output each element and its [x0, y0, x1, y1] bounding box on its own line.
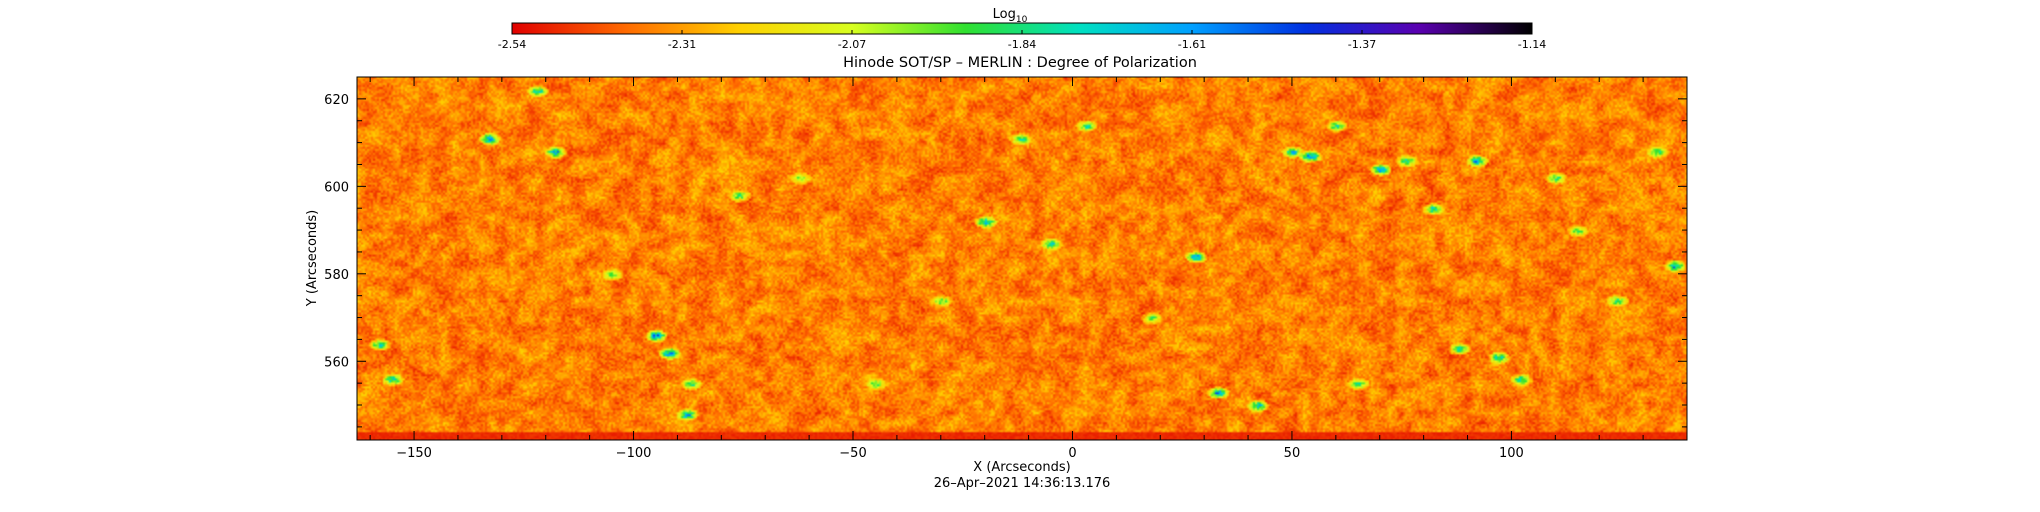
- colorbar: Log10 -2.54 -2.31 -2.07 -1.84 -1.61 -1.37 -1.1…: [498, 7, 1546, 51]
- y-tick-label: 580: [324, 268, 349, 283]
- polarization-map: −150 −100 −50 0 50 100 560 580 600 620: [324, 76, 1688, 461]
- plot-frame: [356, 76, 1688, 441]
- y-tick-label: 600: [324, 180, 349, 195]
- x-tick-label: −100: [616, 446, 652, 461]
- x-tick-label: 0: [1068, 446, 1076, 461]
- y-tick-label: 620: [324, 93, 349, 108]
- colorbar-tick-label: -2.31: [668, 38, 696, 51]
- y-tick-label: 560: [324, 355, 349, 370]
- colorbar-tick-label: -1.61: [1178, 38, 1206, 51]
- x-tick-label: −50: [839, 446, 866, 461]
- colorbar-tick-label: -1.84: [1008, 38, 1036, 51]
- timestamp: 26–Apr–2021 14:36:13.176: [934, 476, 1111, 491]
- polarization-heatmap: [357, 77, 1687, 440]
- colorbar-label-subscript: 10: [1016, 15, 1028, 25]
- colorbar-ticks: -2.54 -2.31 -2.07 -1.84 -1.61 -1.37 -1.14: [498, 30, 1546, 51]
- colorbar-label: Log10: [993, 7, 1028, 25]
- colorbar-tick-label: -1.14: [1518, 38, 1546, 51]
- x-tick-label: 50: [1284, 446, 1301, 461]
- colorbar-tick-label: -2.54: [498, 38, 526, 51]
- x-tick-label: 100: [1499, 446, 1524, 461]
- x-axis-title: X (Arcseconds): [973, 460, 1070, 475]
- axis-ticks: −150 −100 −50 0 50 100 560 580 600 620: [324, 76, 1688, 461]
- y-axis-title: Y (Arcseconds): [305, 210, 320, 307]
- colorbar-tick-label: -2.07: [838, 38, 866, 51]
- colorbar-tick-label: -1.37: [1348, 38, 1376, 51]
- chart-title: Hinode SOT/SP – MERLIN : Degree of Polar…: [843, 55, 1197, 71]
- x-tick-label: −150: [396, 446, 432, 461]
